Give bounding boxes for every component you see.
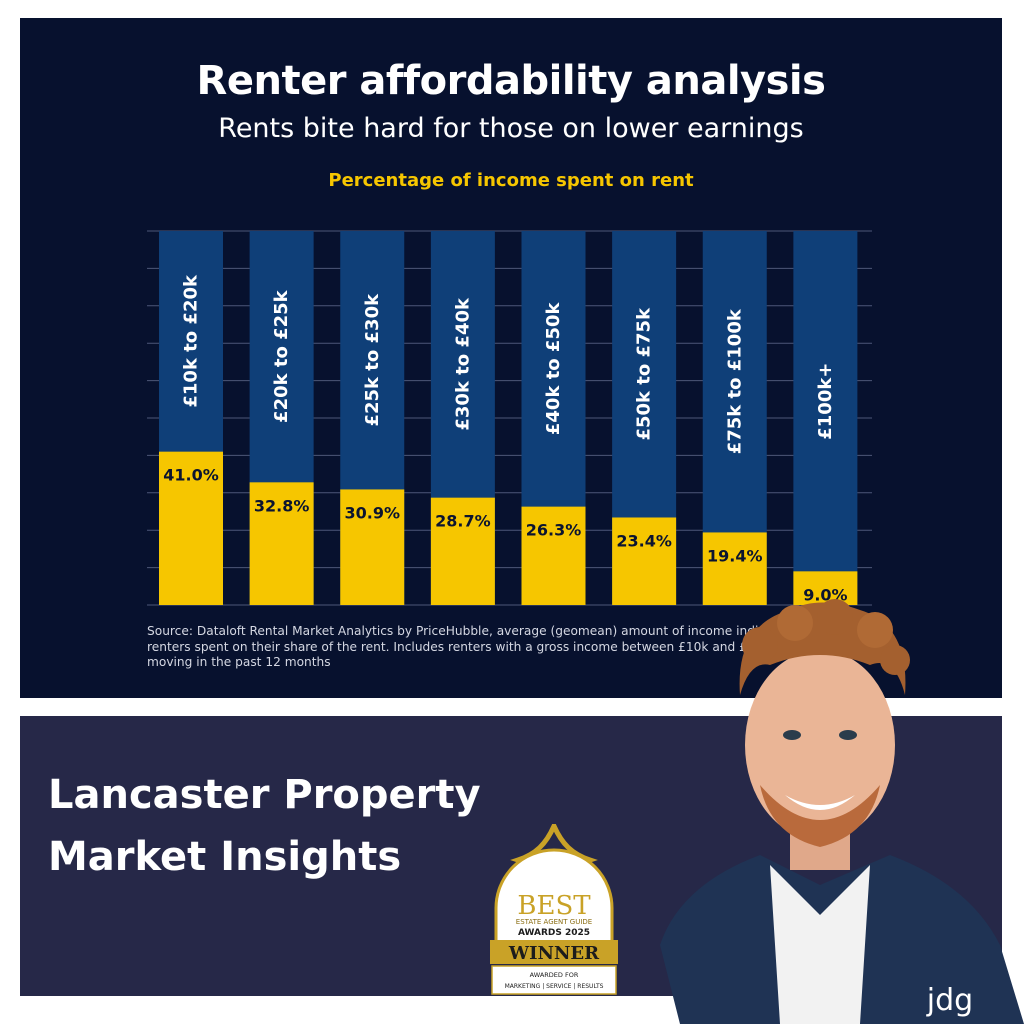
badge-winner: WINNER xyxy=(508,943,600,964)
winner-ribbon xyxy=(490,940,618,964)
data-label: 23.4% xyxy=(616,531,672,550)
brand-title-line-1: Lancaster Property xyxy=(48,772,481,818)
hair-curl xyxy=(777,605,813,641)
right-eye xyxy=(839,730,857,740)
data-label: 26.3% xyxy=(526,521,582,540)
left-eye xyxy=(783,730,801,740)
category-label: £75k to £100k xyxy=(724,308,745,454)
beard xyxy=(760,785,880,847)
brand-title-line-2: Market Insights xyxy=(48,834,402,880)
hair-curl xyxy=(857,612,893,648)
hair-curl xyxy=(742,627,778,663)
page-subtitle: Rents bite hard for those on lower earni… xyxy=(218,113,804,144)
jdg-logo: jdg xyxy=(926,983,973,1018)
badge-categories: MARKETING | SERVICE | RESULTS xyxy=(505,983,604,990)
data-label: 41.0% xyxy=(163,466,219,485)
data-label: 30.9% xyxy=(344,503,400,522)
badge-best: BEST xyxy=(517,891,591,921)
bar xyxy=(521,506,586,605)
bar xyxy=(249,482,314,605)
chart-label: Percentage of income spent on rent xyxy=(328,170,694,191)
face xyxy=(745,650,895,840)
badge-shield xyxy=(494,848,614,954)
bar xyxy=(340,489,405,605)
shirt-collar xyxy=(770,865,870,1024)
awarded-for-box xyxy=(491,965,617,995)
hair-curl xyxy=(880,645,910,675)
source-note: Source: Dataloft Rental Market Analytics… xyxy=(147,624,796,669)
smile xyxy=(785,795,855,810)
data-label: 28.7% xyxy=(435,512,491,531)
bar xyxy=(159,451,223,605)
data-label: 19.4% xyxy=(707,546,763,565)
category-label: £40k to £50k xyxy=(543,301,564,435)
award-badge: BEST ESTATE AGENT GUIDE AWARDS 2025 WINN… xyxy=(490,824,618,995)
category-label: £50k to £75k xyxy=(634,307,655,441)
page-title: Renter affordability analysis xyxy=(196,58,826,104)
brand-title: Lancaster Property Market Insights xyxy=(48,764,481,888)
bar xyxy=(793,571,858,605)
data-label: 32.8% xyxy=(254,496,310,515)
bar xyxy=(430,497,495,605)
category-label: £20k to £25k xyxy=(271,289,292,423)
bar xyxy=(702,532,767,605)
category-label: £10k to £20k xyxy=(181,274,202,408)
badge-guide: ESTATE AGENT GUIDE xyxy=(516,918,592,926)
badge-awarded-for: AWARDED FOR xyxy=(530,971,579,979)
category-label: £100k+ xyxy=(815,363,836,440)
category-label: £30k to £40k xyxy=(452,297,473,431)
bar xyxy=(612,517,677,605)
badge-awards-year: AWARDS 2025 xyxy=(518,928,590,938)
bar-chart: 41.0% £10k to £20k 32.8% £20k to £25k 30.9% £… xyxy=(147,230,872,606)
hair-curl xyxy=(817,599,853,635)
bar-track xyxy=(793,231,858,605)
chart-panel: Renter affordability analysis Rents bite… xyxy=(20,18,1002,698)
category-label: £25k to £30k xyxy=(362,293,383,427)
agent-portrait: jdg xyxy=(660,599,1024,1024)
